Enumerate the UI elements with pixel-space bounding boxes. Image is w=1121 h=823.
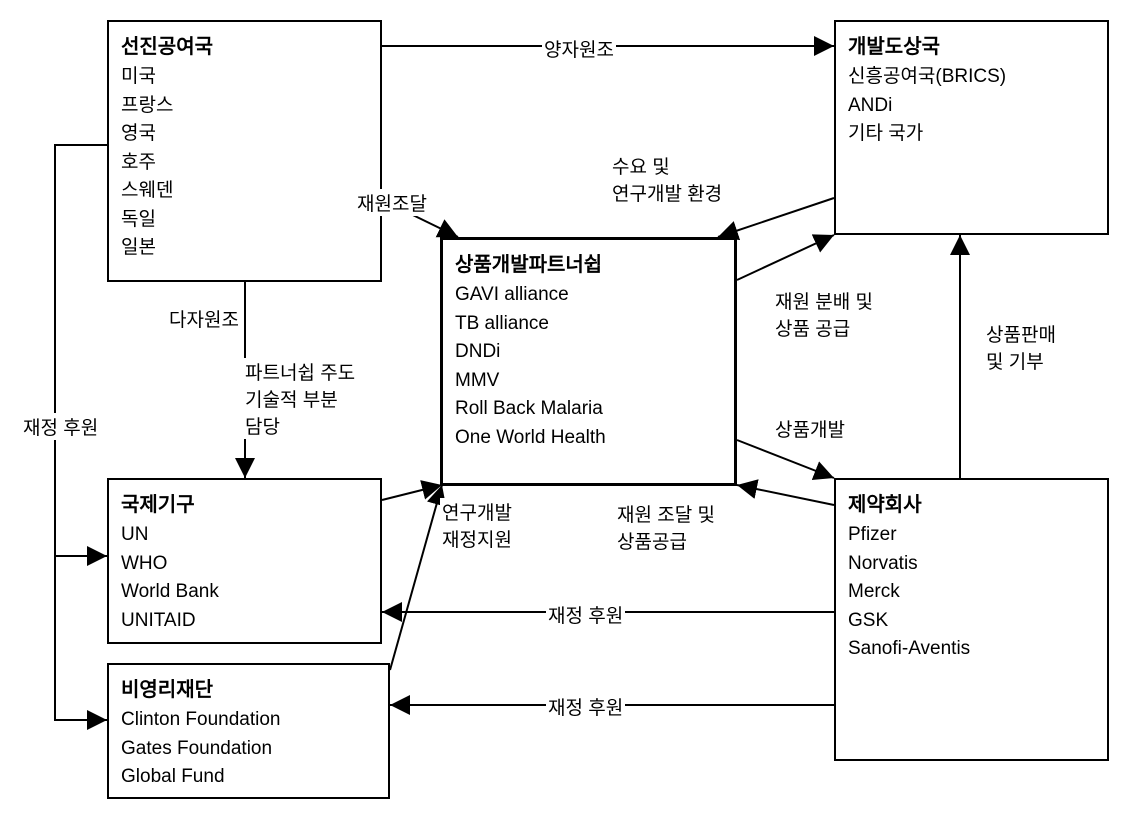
node-donors: 선진공여국 미국 프랑스 영국 호주 스웨덴 독일 일본 (107, 20, 382, 282)
node-pdp: 상품개발파트너쉽 GAVI alliance TB alliance DNDi … (440, 237, 737, 486)
node-item: GSK (848, 607, 1095, 636)
node-item: World Bank (121, 578, 368, 607)
node-item: DNDi (455, 338, 722, 367)
node-item: Global Fund (121, 763, 376, 792)
node-item: 호주 (121, 149, 368, 178)
node-item: Gates Foundation (121, 735, 376, 764)
node-item: 미국 (121, 63, 368, 92)
edge-label: 재원조달 (355, 189, 429, 216)
node-developing-title: 개발도상국 (848, 30, 1095, 59)
edge-sublabel: 파트너쉽 주도 기술적 부분 담당 (243, 358, 357, 439)
node-item: ANDi (848, 92, 1095, 121)
node-item: Clinton Foundation (121, 706, 376, 735)
node-intl: 국제기구 UN WHO World Bank UNITAID (107, 478, 382, 644)
node-pharma: 제약회사 Pfizer Norvatis Merck GSK Sanofi-Av… (834, 478, 1109, 761)
node-item: WHO (121, 550, 368, 579)
edge-label: 재정 후원 (546, 693, 625, 720)
node-item: GAVI alliance (455, 281, 722, 310)
edge-label: 다자원조 (167, 305, 241, 332)
node-item: Sanofi-Aventis (848, 635, 1095, 664)
node-item: 프랑스 (121, 92, 368, 121)
node-donors-title: 선진공여국 (121, 30, 368, 59)
node-pharma-title: 제약회사 (848, 488, 1095, 517)
node-item: Merck (848, 578, 1095, 607)
node-item: 기타 국가 (848, 120, 1095, 149)
node-item: Pfizer (848, 521, 1095, 550)
node-item: Norvatis (848, 550, 1095, 579)
node-nonprofit-title: 비영리재단 (121, 673, 376, 702)
node-item: Roll Back Malaria (455, 395, 722, 424)
edge-label: 재정 후원 (21, 413, 100, 440)
node-item: 독일 (121, 206, 368, 235)
edge-label: 상품판매 및 기부 (984, 320, 1058, 374)
edge-label: 재원 조달 및 상품공급 (615, 500, 717, 554)
node-developing: 개발도상국 신흥공여국(BRICS) ANDi 기타 국가 (834, 20, 1109, 235)
node-item: 영국 (121, 120, 368, 149)
node-item: TB alliance (455, 310, 722, 339)
node-item: 신흥공여국(BRICS) (848, 63, 1095, 92)
edge-label: 상품개발 (773, 415, 847, 442)
edge-label: 재원 분배 및 상품 공급 (773, 287, 875, 341)
node-item: UNITAID (121, 607, 368, 636)
node-item: UN (121, 521, 368, 550)
node-item: 일본 (121, 234, 368, 263)
node-intl-title: 국제기구 (121, 488, 368, 517)
edge-label: 재정 후원 (546, 601, 625, 628)
node-item: MMV (455, 367, 722, 396)
edge-label: 수요 및 연구개발 환경 (610, 152, 724, 206)
node-item: 스웨덴 (121, 177, 368, 206)
node-item: One World Health (455, 424, 722, 453)
edge-label: 양자원조 (542, 35, 616, 62)
node-nonprofit: 비영리재단 Clinton Foundation Gates Foundatio… (107, 663, 390, 799)
edge-label: 연구개발 재정지원 (440, 498, 514, 552)
node-pdp-title: 상품개발파트너쉽 (455, 248, 722, 277)
